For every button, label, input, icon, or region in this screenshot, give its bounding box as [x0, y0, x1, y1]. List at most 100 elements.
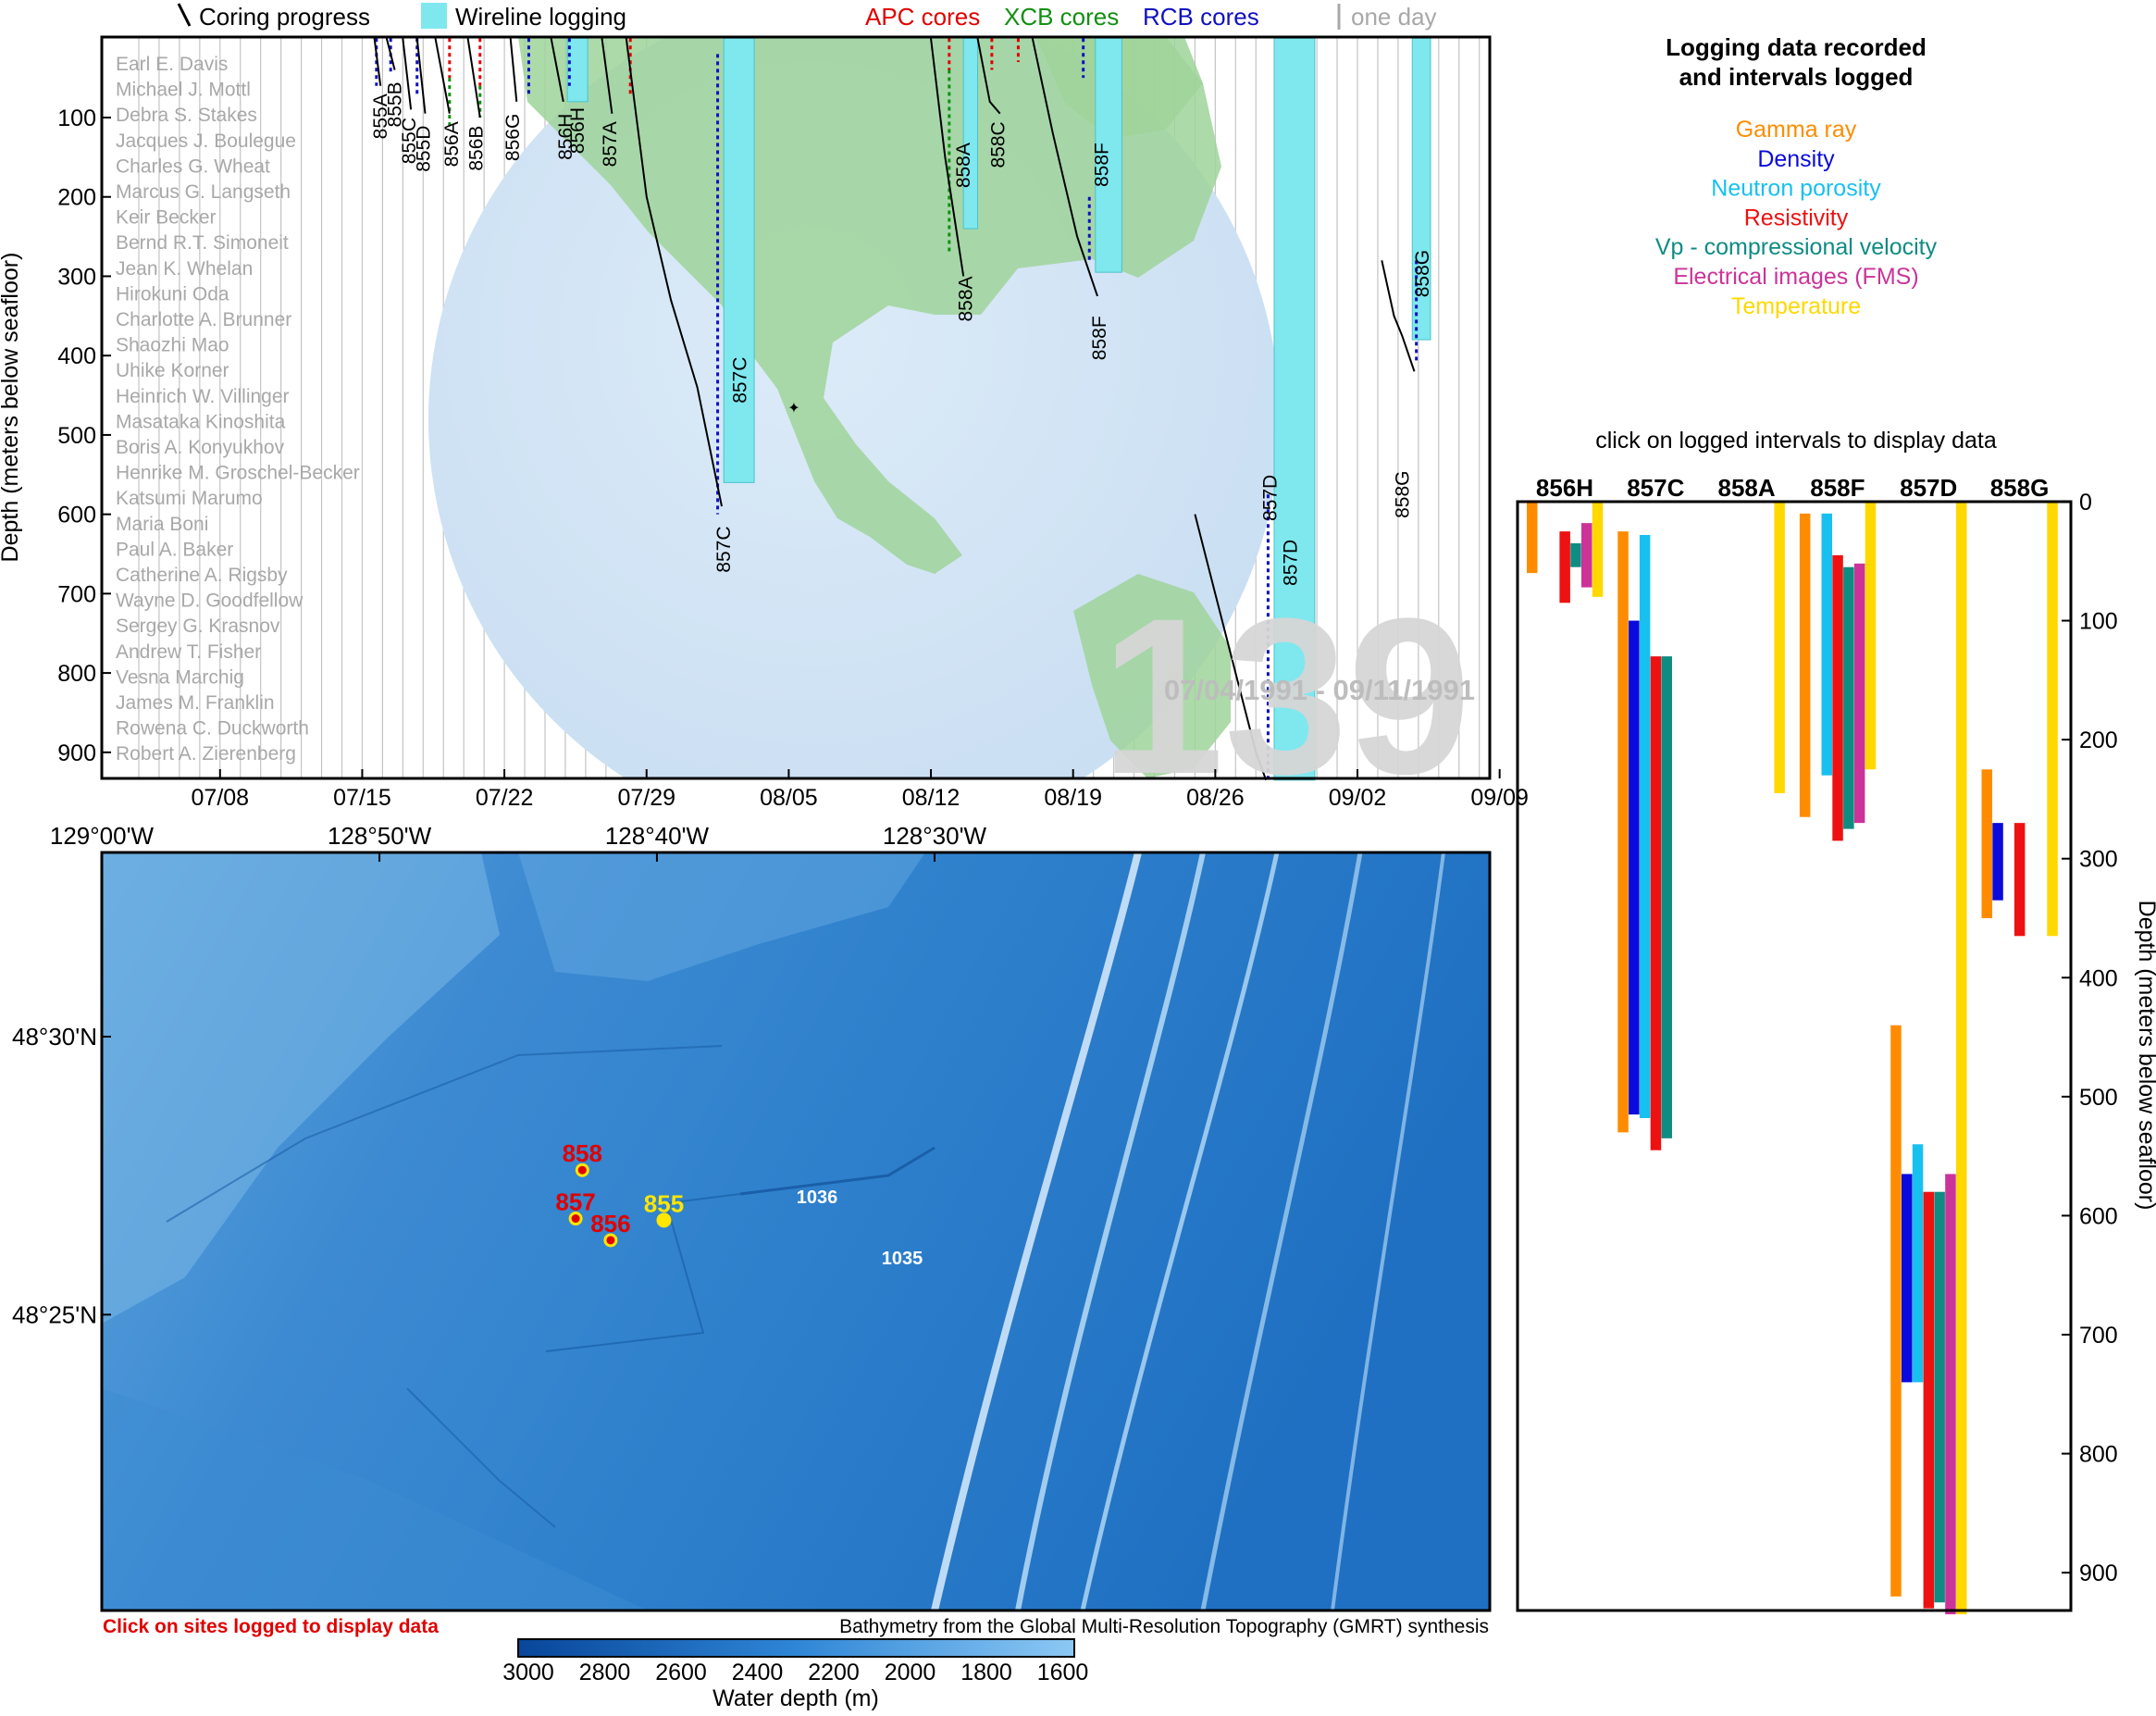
site-marker[interactable]	[575, 1163, 589, 1177]
map-lat-axis: 48°30'N 48°25'N	[12, 1023, 111, 1328]
wireline-label-858a: 858A	[953, 143, 974, 188]
interval-bar[interactable]	[1650, 656, 1662, 1150]
site-marker[interactable]	[603, 1233, 618, 1248]
colorbar-tick-label: 3000	[502, 1660, 554, 1685]
lon-tick-label: 128°40'W	[605, 822, 710, 850]
interval-bar[interactable]	[1890, 1025, 1902, 1597]
scientist-name: Charlotte A. Brunner	[116, 309, 291, 330]
interval-bar[interactable]	[1992, 823, 2003, 901]
site-855[interactable]: 855	[644, 1189, 684, 1228]
interval-bar[interactable]	[1661, 656, 1673, 1138]
interval-bar[interactable]	[2047, 502, 2058, 937]
y-tick-label: 800	[57, 661, 96, 687]
legend-item-vp-compressional-velocity: Vp - compressional velocity	[1655, 234, 1938, 260]
logging-legend-title-2: and intervals logged	[1679, 63, 1914, 91]
site-label[interactable]: 856	[590, 1210, 630, 1237]
wireline-label-857d: 857D	[1281, 540, 1302, 586]
map-shallow-ridge-nw	[102, 852, 500, 1324]
interval-bar[interactable]	[1956, 502, 1967, 1615]
wireline-bars	[566, 37, 1431, 781]
x-tick-label: 09/09	[1470, 785, 1529, 811]
coring-progress-line	[550, 38, 564, 103]
coring-progress-line	[1381, 260, 1416, 372]
click-sites-note: Click on sites logged to display data	[103, 1616, 439, 1637]
bathymetry-map[interactable]: 129°00'W 128°50'W 128°40'W 128°30'W 48°30'N…	[12, 822, 1492, 1711]
chart-y-tick-label: 800	[2079, 1442, 2118, 1468]
hole-label-855a: 855A	[370, 93, 391, 139]
scientist-list: Earl E. Davis Michael J. Mottl Debra S. St…	[116, 54, 360, 765]
wireline-bar[interactable]	[723, 37, 755, 483]
scientist-name: Earl E. Davis	[116, 54, 228, 75]
water-depth-colorbar	[517, 1638, 1075, 1658]
x-tick-label: 07/29	[617, 785, 675, 811]
site-label[interactable]: 857	[555, 1188, 595, 1216]
scientist-name: Uhike Korner	[116, 360, 229, 381]
interval-bar[interactable]	[1981, 769, 1993, 918]
interval-bar[interactable]	[1559, 531, 1570, 603]
interval-bar[interactable]	[1799, 513, 1811, 817]
chart-bars[interactable]	[1527, 502, 2058, 1615]
x-tick-label: 08/05	[760, 785, 818, 811]
site-label[interactable]: 858	[563, 1139, 602, 1167]
globe-marker: ✦	[787, 401, 799, 417]
interval-bar[interactable]	[1923, 1191, 1935, 1609]
coring-progress-line	[930, 38, 965, 277]
interval-bar[interactable]	[1853, 563, 1865, 824]
interval-bar[interactable]	[1629, 620, 1640, 1115]
wireline-bar[interactable]	[962, 37, 979, 230]
wireline-bar[interactable]	[1095, 37, 1122, 273]
interval-bar[interactable]	[1934, 1191, 1945, 1603]
bathymetry-credit: Bathymetry from the Global Multi-Resolut…	[839, 1616, 1489, 1637]
interval-bar[interactable]	[1832, 554, 1843, 841]
y-tick-label: 400	[57, 343, 96, 369]
interval-bar[interactable]	[1639, 534, 1651, 1118]
hole-label-856h: 856H	[555, 114, 576, 160]
map-ridge-crest-2	[1015, 852, 1206, 1610]
interval-bar[interactable]	[1570, 542, 1581, 567]
chart-y-tick-label: 400	[2079, 965, 2118, 991]
map-fault-line-3	[166, 1045, 723, 1223]
interval-bar[interactable]	[1581, 523, 1592, 588]
scientist-name: Keir Becker	[116, 207, 217, 229]
logging-legend: Logging data recorded and intervals logg…	[1655, 33, 1938, 319]
coring-progress-line	[601, 38, 613, 114]
coring-progress-line	[373, 38, 382, 86]
interval-bar[interactable]	[1592, 502, 1604, 597]
expedition-dates: 07/04/1991 - 09/11/1991	[1164, 674, 1475, 706]
interval-bar[interactable]	[2014, 823, 2026, 937]
wireline-label-858g: 858G	[1412, 250, 1433, 297]
hole-label-855c: 855C	[399, 118, 420, 164]
site-856[interactable]: 856	[590, 1210, 631, 1248]
site-marker[interactable]	[568, 1212, 583, 1226]
site-858[interactable]: 858	[563, 1139, 602, 1177]
coring-legend-line	[177, 3, 192, 27]
interval-bar[interactable]	[1843, 566, 1854, 829]
wireline-legend-label: Wireline logging	[455, 3, 626, 31]
hole-label-856g: 856G	[502, 114, 524, 161]
interval-bar[interactable]	[1945, 1174, 1956, 1615]
chart-y-label: Depth (meters below seafloor)	[2134, 901, 2156, 1211]
site-857[interactable]: 857	[555, 1188, 596, 1226]
globe-land-south-america	[1073, 574, 1231, 778]
scientist-name: Debra S. Stakes	[116, 105, 257, 126]
scientist-name: Michael J. Mottl	[116, 80, 251, 101]
interval-bar[interactable]	[1912, 1144, 1924, 1383]
interval-bar[interactable]	[1902, 1174, 1913, 1383]
interval-bar[interactable]	[1774, 502, 1785, 793]
wireline-bar[interactable]	[1273, 37, 1316, 781]
logged-intervals-chart: click on logged intervals to display dat…	[1516, 428, 2156, 1615]
hole-label-856b: 856B	[465, 126, 487, 171]
interval-bar[interactable]	[1865, 502, 1877, 770]
scientist-name: Henrike M. Groschel-Becker	[116, 463, 360, 484]
chart-y-tick-label: 900	[2079, 1561, 2118, 1586]
scientist-name: Sergey G. Krasnov	[116, 616, 280, 637]
x-tick-label: 07/22	[476, 785, 534, 811]
hole-label-857c: 857C	[713, 527, 735, 573]
interval-bar[interactable]	[1527, 502, 1538, 574]
interval-bar[interactable]	[1617, 531, 1629, 1133]
interval-bar[interactable]	[1821, 513, 1833, 776]
x-tick-label: 08/12	[902, 785, 960, 811]
scientist-name: Heinrich W. Villinger	[116, 386, 290, 407]
scientist-name: Shaozhi Mao	[116, 335, 229, 356]
